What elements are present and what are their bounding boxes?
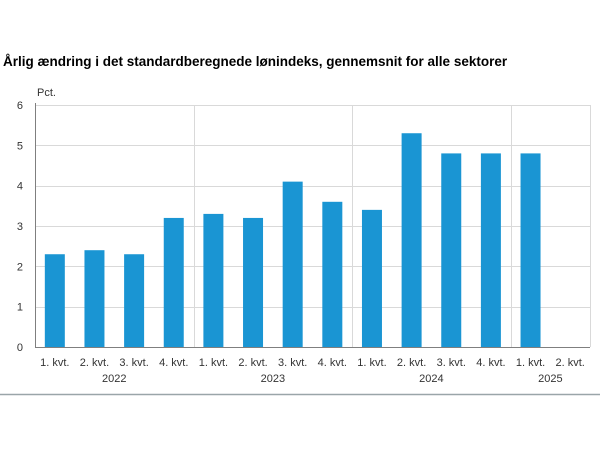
x-year-label: 2023 xyxy=(261,373,285,385)
x-tick-label: 3. kvt. xyxy=(437,357,466,369)
y-tick-label: 0 xyxy=(17,342,23,354)
labels: 0 1 2 3 4 5 6 1. kvt. 2. kvt. 3. kvt. 4. kvt. 1. kv… xyxy=(17,100,585,385)
bar xyxy=(361,209,382,347)
y-tick-label: 1 xyxy=(17,302,23,314)
y-tick-label: 4 xyxy=(17,181,23,193)
x-tick-label: 4. kvt. xyxy=(159,357,188,369)
x-tick-label: 2. kvt. xyxy=(80,357,109,369)
y-axis-unit-label: Pct. xyxy=(37,87,56,99)
bar xyxy=(163,217,184,347)
x-tick-label: 1. kvt. xyxy=(199,357,228,369)
x-tick-label: 3. kvt. xyxy=(119,357,148,369)
x-tick-label: 1. kvt. xyxy=(357,357,386,369)
bar xyxy=(243,217,264,347)
y-tick-label: 2 xyxy=(17,261,23,273)
y-tick-label: 5 xyxy=(17,140,23,152)
x-year-label: 2022 xyxy=(102,373,126,385)
bar xyxy=(84,250,105,347)
chart-title: Årlig ændring i det standardberegnede lø… xyxy=(3,54,508,69)
x-tick-label: 2. kvt. xyxy=(397,357,426,369)
bars xyxy=(44,133,541,347)
bar xyxy=(322,201,343,347)
bar xyxy=(441,153,462,347)
x-year-label: 2025 xyxy=(538,373,562,385)
y-tick-label: 6 xyxy=(17,100,23,112)
bar xyxy=(520,153,541,347)
bar xyxy=(480,153,501,347)
x-tick-label: 4. kvt. xyxy=(318,357,347,369)
x-tick-label: 2. kvt. xyxy=(556,357,585,369)
y-tick-label: 3 xyxy=(17,221,23,233)
x-tick-label: 1. kvt. xyxy=(40,357,69,369)
x-tick-label: 3. kvt. xyxy=(278,357,307,369)
x-tick-label: 2. kvt. xyxy=(238,357,267,369)
x-year-label: 2024 xyxy=(419,373,443,385)
bar xyxy=(282,181,303,347)
x-tick-label: 4. kvt. xyxy=(476,357,505,369)
bar xyxy=(401,133,422,347)
x-tick-label: 1. kvt. xyxy=(516,357,545,369)
axes xyxy=(35,103,590,348)
bar xyxy=(124,254,145,347)
bar xyxy=(203,213,224,347)
gridlines xyxy=(35,105,591,347)
bar xyxy=(44,254,65,347)
